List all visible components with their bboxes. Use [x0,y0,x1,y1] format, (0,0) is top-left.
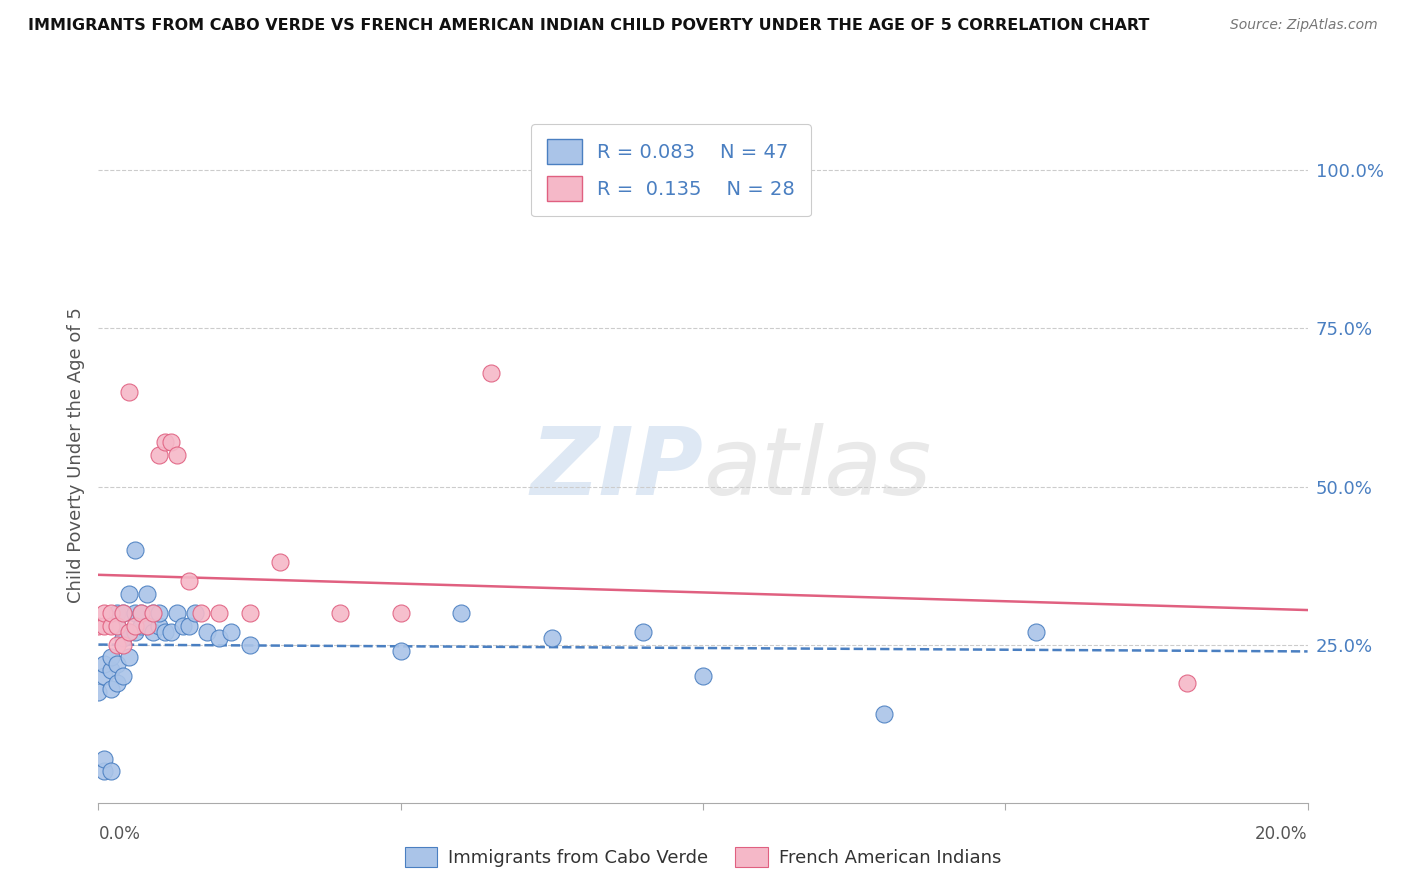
Point [124,625,146,640]
Point [129,618,152,632]
Text: Source: ZipAtlas.com: Source: ZipAtlas.com [1230,18,1378,32]
Point [111,632,134,646]
Point [166,448,188,462]
Point [111,606,134,620]
Point [93,764,115,779]
Point [111,638,134,652]
Point [118,625,141,640]
Point [153,435,176,450]
Point [172,618,194,632]
Text: IMMIGRANTS FROM CABO VERDE VS FRENCH AMERICAN INDIAN CHILD POVERTY UNDER THE AGE: IMMIGRANTS FROM CABO VERDE VS FRENCH AME… [28,18,1150,33]
Point [142,606,165,620]
Point [148,448,170,462]
Point [692,669,714,683]
Point [160,435,183,450]
Point [142,606,165,620]
Text: ZIP: ZIP [530,423,703,515]
Point [105,675,128,690]
Point [100,606,122,620]
Point [111,669,134,683]
Point [160,625,183,640]
Point [105,618,128,632]
Point [100,650,122,665]
Point [124,542,146,557]
Point [105,606,128,620]
Point [389,644,412,658]
Point [124,606,146,620]
Point [118,650,141,665]
Point [111,606,134,620]
Point [329,606,352,620]
Point [166,606,188,620]
Point [481,366,503,380]
Text: 20.0%: 20.0% [1256,825,1308,843]
Point [389,606,412,620]
Text: atlas: atlas [703,424,931,515]
Point [208,606,231,620]
Point [184,606,207,620]
Point [179,574,201,589]
Point [93,751,115,765]
Point [221,625,243,640]
Point [135,587,157,601]
Point [179,618,201,632]
Point [93,669,115,683]
Point [129,606,152,620]
Legend: Immigrants from Cabo Verde, French American Indians: Immigrants from Cabo Verde, French Ameri… [398,839,1008,874]
Point [148,606,170,620]
Point [190,606,212,620]
Point [540,632,562,646]
Point [93,606,115,620]
Point [118,587,141,601]
Point [87,685,110,699]
Point [105,618,128,632]
Point [269,556,291,570]
Point [1024,625,1046,640]
Point [100,618,122,632]
Point [118,384,141,399]
Point [450,606,472,620]
Point [100,663,122,677]
Point [100,681,122,696]
Point [142,625,165,640]
Point [93,657,115,671]
Point [129,606,152,620]
Point [93,618,115,632]
Text: 0.0%: 0.0% [98,825,141,843]
Point [239,638,262,652]
Point [135,618,157,632]
Point [208,632,231,646]
Point [873,707,896,722]
Point [118,625,141,640]
Point [124,618,146,632]
Point [135,618,157,632]
Point [100,764,122,779]
Point [105,638,128,652]
Point [631,625,654,640]
Point [195,625,218,640]
Point [105,657,128,671]
Point [87,618,110,632]
Point [148,618,170,632]
Point [153,625,176,640]
Y-axis label: Child Poverty Under the Age of 5: Child Poverty Under the Age of 5 [66,307,84,603]
Point [239,606,262,620]
Point [1175,675,1198,690]
Legend: R = 0.083    N = 47, R =  0.135    N = 28: R = 0.083 N = 47, R = 0.135 N = 28 [531,124,811,217]
